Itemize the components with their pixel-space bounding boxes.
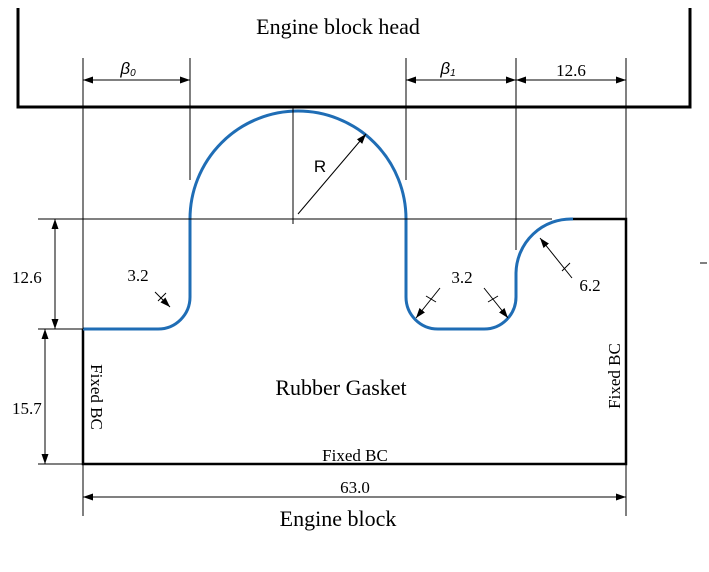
right-fixed-bc-label: Fixed BC bbox=[605, 343, 624, 409]
left-fixed-bc-label: Fixed BC bbox=[87, 364, 106, 430]
radius-label: R bbox=[314, 157, 326, 176]
top-right-width-label: 12.6 bbox=[556, 61, 586, 80]
fillet-mid-left-center-marker bbox=[425, 295, 437, 303]
rubber-gasket-label: Rubber Gasket bbox=[275, 375, 406, 400]
fillet-mid-label: 3.2 bbox=[451, 268, 472, 287]
fillet-right-center-marker bbox=[561, 262, 571, 272]
beta1-label: β1 bbox=[439, 59, 455, 79]
engine-head-label: Engine block head bbox=[256, 14, 420, 39]
radius-arrow bbox=[297, 133, 367, 215]
engine-head-outline bbox=[16, 8, 692, 109]
fillet-mid-right-center-marker bbox=[487, 295, 499, 303]
fillet-mid-right-leader bbox=[483, 287, 509, 319]
fillet-right-leader bbox=[539, 237, 573, 279]
fillet-right-label: 6.2 bbox=[579, 276, 600, 295]
beta0-label: β0 bbox=[119, 59, 136, 79]
fillet-left-center-marker bbox=[157, 292, 167, 302]
fillet-mid-left-leader bbox=[415, 287, 441, 319]
gasket-fixed-outline bbox=[81, 217, 628, 466]
base-height-label: 15.7 bbox=[12, 399, 42, 418]
fillet-left-label: 3.2 bbox=[127, 266, 148, 285]
gasket-contact-edge bbox=[83, 109, 574, 331]
fillet-left-leader bbox=[154, 291, 171, 308]
total-width-label: 63.0 bbox=[340, 478, 370, 497]
bottom-fixed-bc-label: Fixed BC bbox=[322, 446, 388, 465]
engine-block-label: Engine block bbox=[280, 506, 397, 531]
step-height-label: 12.6 bbox=[12, 268, 42, 287]
